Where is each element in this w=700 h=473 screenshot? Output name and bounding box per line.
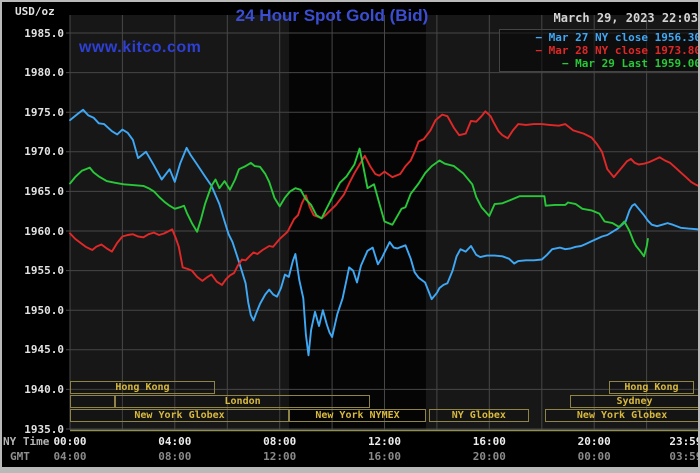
session-box-hong-kong: Hong Kong: [609, 381, 694, 394]
nymex-session-band: [289, 15, 426, 430]
series-line-mar-27: [69, 108, 698, 357]
series-line-mar-29: [69, 147, 649, 258]
y-axis-label: 1945.0: [24, 343, 64, 357]
y-axis-label: 1980.0: [24, 66, 64, 80]
session-box-sydney: Sydney: [570, 395, 698, 408]
chart-title: 24 Hour Spot Gold (Bid): [235, 6, 429, 25]
session-box-hong-kong: Hong Kong: [70, 381, 215, 394]
x-axis-label-gmt: 12:00: [263, 450, 297, 463]
legend-row-mar29: − Mar 29 Last 1959.00: [561, 57, 700, 70]
y-axis-label: 1975.0: [24, 105, 64, 119]
y-axis-label: 1960.0: [24, 224, 64, 238]
y-axis-label: 1935.0: [24, 422, 64, 436]
x-axis-row-label-ny-time: NY Time: [3, 435, 50, 448]
y-axis-label: 1985.0: [24, 26, 64, 40]
x-axis-row-label-gmt: GMT: [10, 450, 30, 463]
y-axis-label: 1950.0: [24, 303, 64, 317]
session-box-london: London: [115, 395, 371, 408]
session-box-new-york-globex: New York Globex: [70, 409, 290, 422]
x-axis-label-ny: 23:59: [669, 435, 700, 448]
y-axis-label: 1940.0: [24, 382, 64, 396]
kitco-site-link[interactable]: www.kitco.com: [79, 39, 202, 56]
x-axis-label-ny: 16:00: [472, 435, 506, 448]
chart-stage: USD/oz 24 Hour Spot Gold (Bid) March 29,…: [2, 2, 698, 467]
y-axis-label: 1965.0: [24, 184, 64, 198]
x-axis-label-ny: 00:00: [53, 435, 87, 448]
x-axis-label-gmt: 20:00: [472, 450, 506, 463]
legend-row-mar28: − Mar 28 NY close 1973.80: [535, 44, 700, 57]
legend: − Mar 27 NY close 1956.30 − Mar 28 NY cl…: [499, 29, 700, 72]
gold-price-chart: [66, 15, 698, 432]
x-axis-label-ny: 04:00: [158, 435, 192, 448]
x-axis-label-ny: 08:00: [263, 435, 297, 448]
y-axis-units-label: USD/oz: [15, 5, 55, 18]
session-box-new-york-globex: New York Globex: [545, 409, 698, 422]
session-box-new-york-nymex: New York NYMEX: [289, 409, 426, 422]
x-axis-label-ny: 20:00: [577, 435, 611, 448]
legend-row-mar27: − Mar 27 NY close 1956.30: [535, 31, 700, 44]
session-box-unlabeled: [70, 395, 116, 408]
series-line-mar-28: [69, 110, 698, 286]
y-axis-label: 1955.0: [24, 264, 64, 278]
x-axis-label-gmt: 03:59: [669, 450, 700, 463]
x-axis-label-ny: 12:00: [367, 435, 402, 448]
chart-datetime: March 29, 2023 22:03: [553, 11, 699, 25]
session-box-ny-globex: NY Globex: [429, 409, 529, 422]
x-axis-label-gmt: 00:00: [577, 450, 611, 463]
x-axis-label-gmt: 04:00: [53, 450, 87, 463]
y-axis-label: 1970.0: [24, 145, 64, 159]
x-axis-label-gmt: 08:00: [158, 450, 192, 463]
x-axis-label-gmt: 16:00: [367, 450, 402, 463]
chart-grid: [66, 15, 698, 430]
